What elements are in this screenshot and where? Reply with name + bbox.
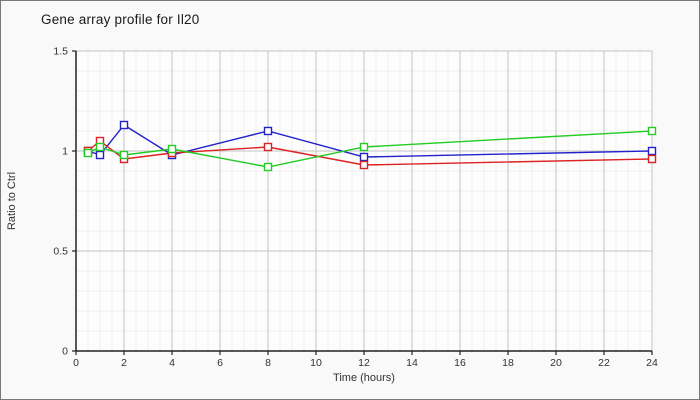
x-tick-label: 0 <box>73 357 79 369</box>
series-green-marker <box>119 150 129 160</box>
x-tick-label: 12 <box>358 357 370 369</box>
series-green-marker <box>647 126 657 136</box>
series-red-marker <box>359 160 369 170</box>
series-green-marker <box>359 142 369 152</box>
series-green-marker <box>263 162 273 172</box>
y-tick-label: 0 <box>62 346 68 358</box>
x-tick-label: 10 <box>310 357 322 369</box>
x-tick-label: 24 <box>646 357 658 369</box>
x-tick-label: 18 <box>502 357 514 369</box>
series-blue-marker <box>263 126 273 136</box>
x-tick-label: 14 <box>406 357 418 369</box>
series-blue-marker <box>359 152 369 162</box>
y-axis-label: Ratio to Ctrl <box>6 171 18 231</box>
series-blue-marker <box>95 150 105 160</box>
x-axis-label: Time (hours) <box>333 372 395 384</box>
x-tick-label: 16 <box>454 357 466 369</box>
series-green <box>83 126 657 172</box>
x-tick-label: 20 <box>550 357 562 369</box>
series-blue-marker <box>119 120 129 130</box>
x-tick-label: 8 <box>265 357 271 369</box>
series-red-marker <box>263 142 273 152</box>
y-tick-label: 1 <box>62 146 68 158</box>
series-green-marker <box>83 148 93 158</box>
x-tick-label: 22 <box>598 357 610 369</box>
x-tick-label: 6 <box>217 357 223 369</box>
series-red-marker <box>647 154 657 164</box>
x-tick-label: 4 <box>169 357 175 369</box>
series-green-marker <box>95 142 105 152</box>
series-blue-marker <box>647 146 657 156</box>
series-green-marker <box>167 144 177 154</box>
y-tick-label: 1.5 <box>53 46 68 58</box>
chart-title: Gene array profile for Il20 <box>41 12 200 27</box>
x-tick-label: 2 <box>121 357 127 369</box>
y-tick-label: 0.5 <box>53 246 68 258</box>
